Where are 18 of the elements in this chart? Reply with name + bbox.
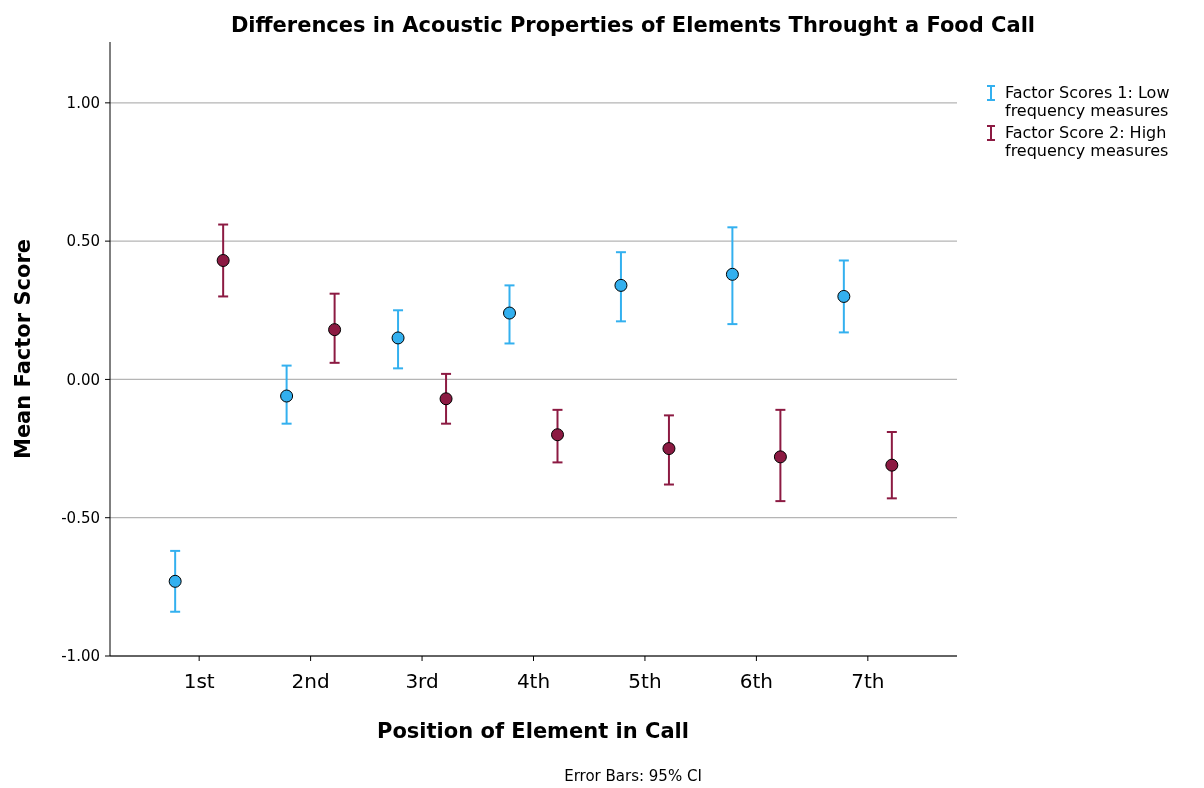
legend-label: Factor Scores 1: Low frequency measures: [1005, 83, 1170, 120]
y-tick-label: 1.00: [66, 94, 100, 113]
y-tick-label: 0.00: [66, 370, 100, 389]
x-tick-label: 3rd: [405, 669, 439, 693]
y-tick-label: -1.00: [61, 647, 100, 666]
x-tick-label: 2nd: [291, 669, 330, 693]
y-tick-label: -0.50: [61, 508, 100, 527]
legend-label: Factor Score 2: High frequency measures: [1005, 123, 1169, 160]
y-axis-title: Mean Factor Score: [11, 238, 35, 460]
x-tick-label: 5th: [628, 669, 662, 693]
x-axis-title: Position of Element in Call: [377, 719, 689, 743]
text: Error Bars: 95% CI: [564, 767, 702, 785]
x-tick-label: 7th: [851, 669, 885, 693]
x-tick-label: 6th: [739, 669, 774, 693]
x-tick-label: 1st: [183, 669, 215, 693]
x-tick-label: 4th: [516, 669, 551, 693]
chart-title: Differences in Acoustic Properties of Elements Throught a Food Call: [230, 13, 1036, 37]
y-tick-label: 0.50: [66, 232, 100, 251]
